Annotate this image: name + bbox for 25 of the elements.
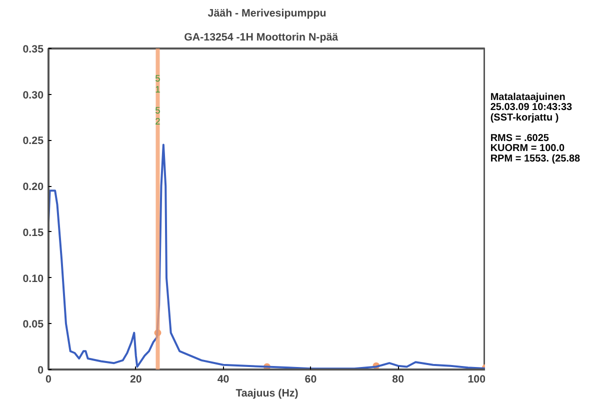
y-tick-label: 0.10 — [22, 272, 44, 285]
y-tick-label: 0.05 — [22, 318, 44, 331]
x-tick-label: 0 — [46, 374, 52, 386]
y-tick-label: 0.30 — [22, 89, 44, 102]
x-tick-label: 80 — [392, 374, 404, 386]
x-axis-title: Taajuus (Hz) — [236, 388, 299, 400]
text: (SST-korjattu ) — [490, 112, 559, 124]
y-tick-label: 0.35 — [22, 44, 44, 56]
x-tick-label: 60 — [304, 374, 317, 386]
y-tick-label: 0.25 — [22, 135, 44, 148]
chart-subtitle: GA-13254 -1H Moottorin N-pää — [184, 32, 338, 44]
text: Matalataajuinen — [490, 92, 566, 103]
y-tick-label: 0 — [38, 364, 44, 376]
x-tick-label: 20 — [130, 374, 142, 386]
text: RPM = 1553. (25.88 — [490, 153, 581, 164]
annotation: 5 2 — [155, 105, 160, 126]
text: 25.03.09 10:43:33 — [490, 102, 573, 114]
y-tick-label: 0.20 — [22, 181, 44, 194]
text: KUORM = 100.0 — [490, 143, 565, 154]
x-tick-label: 100 — [468, 374, 486, 386]
chart-title: Jääh - Merivesipumppu — [208, 8, 326, 20]
x-tick-label: 40 — [217, 374, 230, 386]
y-tick-label: 0.15 — [22, 226, 44, 239]
annotation: 5 1 — [155, 73, 160, 94]
text: RMS = .6025 — [490, 132, 550, 144]
